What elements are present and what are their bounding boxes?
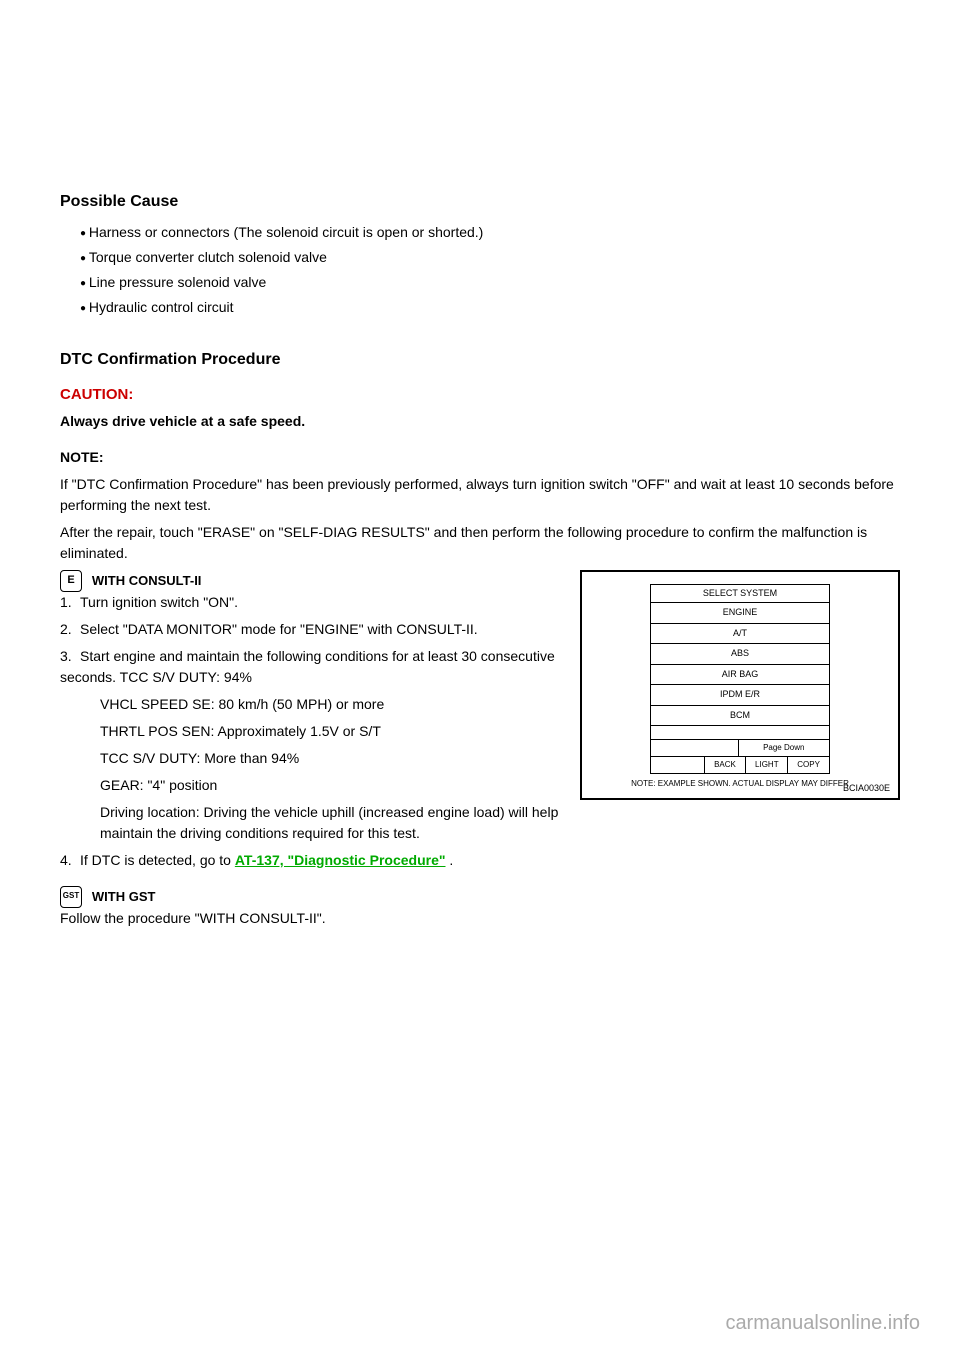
dtc-procedure-section: DTC Confirmation Procedure CAUTION: Alwa… xyxy=(60,348,900,564)
diagram-code: BCIA0030E xyxy=(843,782,890,796)
step-item: 4.If DTC is detected, go to AT-137, "Dia… xyxy=(60,850,560,871)
testing-conditions: After the repair, touch "ERASE" on "SELF… xyxy=(60,522,900,564)
with-consult-section: E WITH CONSULT-II 1.Turn ignition switch… xyxy=(60,570,560,871)
blank-cell xyxy=(651,757,705,773)
diagram-header: SELECT SYSTEM xyxy=(651,585,829,604)
consult-icon: E xyxy=(60,570,82,592)
list-item: Line pressure solenoid valve xyxy=(80,272,900,293)
possible-cause-heading: Possible Cause xyxy=(60,190,900,214)
diagram-row: BCM xyxy=(651,706,829,727)
voltage-line: GEAR: "4" position xyxy=(100,775,560,796)
voltage-line: VHCL SPEED SE: 80 km/h (50 MPH) or more xyxy=(100,694,560,715)
light-btn: LIGHT xyxy=(746,757,788,773)
blank-cell xyxy=(651,740,739,756)
list-item: Hydraulic control circuit xyxy=(80,297,900,318)
copy-btn: COPY xyxy=(788,757,829,773)
diagnostic-link[interactable]: AT-137, "Diagnostic Procedure" xyxy=(235,852,446,868)
list-item: Harness or connectors (The solenoid circ… xyxy=(80,222,900,243)
possible-cause-list: Harness or connectors (The solenoid circ… xyxy=(80,222,900,318)
step-text: Turn ignition switch "ON". xyxy=(80,594,238,610)
voltage-line: TCC S/V DUTY: More than 94% xyxy=(100,748,560,769)
possible-cause-section: Possible Cause Harness or connectors (Th… xyxy=(60,190,900,318)
with-gst-section: GST WITH GST Follow the procedure "WITH … xyxy=(60,886,560,929)
step-item: 1.Turn ignition switch "ON". xyxy=(60,592,560,613)
step-text: If DTC is detected, go to AT-137, "Diagn… xyxy=(80,852,453,868)
diagram-row: IPDM E/R xyxy=(651,685,829,706)
note-text: If "DTC Confirmation Procedure" has been… xyxy=(60,474,900,516)
step-text: Select "DATA MONITOR" mode for "ENGINE" … xyxy=(80,621,478,637)
caution-text: Always drive vehicle at a safe speed. xyxy=(60,411,900,432)
with-gst-label: WITH GST xyxy=(92,889,156,904)
pagedown-cell: Page Down xyxy=(739,740,830,756)
diagram-row: ENGINE xyxy=(651,603,829,624)
step-text: Start engine and maintain the following … xyxy=(60,648,555,685)
select-system-diagram: SELECT SYSTEM ENGINE A/T ABS AIR BAG IPD… xyxy=(580,570,900,800)
gst-text: Follow the procedure "WITH CONSULT-II". xyxy=(60,908,560,929)
diagram-row: AIR BAG xyxy=(651,665,829,686)
back-btn: BACK xyxy=(705,757,747,773)
step-item: 2.Select "DATA MONITOR" mode for "ENGINE… xyxy=(60,619,560,640)
voltage-line: Driving location: Driving the vehicle up… xyxy=(100,802,560,844)
step-item: 3.Start engine and maintain the followin… xyxy=(60,646,560,688)
gst-icon: GST xyxy=(60,886,82,908)
list-item: Torque converter clutch solenoid valve xyxy=(80,247,900,268)
note-label: NOTE: xyxy=(60,447,900,468)
watermark: carmanualsonline.info xyxy=(725,1308,920,1338)
caution-label: CAUTION: xyxy=(60,384,900,407)
diagram-blank-row xyxy=(651,726,829,740)
dtc-procedure-heading: DTC Confirmation Procedure xyxy=(60,348,900,372)
voltage-line: THRTL POS SEN: Approximately 1.5V or S/T xyxy=(100,721,560,742)
diagram-row: A/T xyxy=(651,624,829,645)
with-consult-label: WITH CONSULT-II xyxy=(92,573,202,588)
diagram-row: ABS xyxy=(651,644,829,665)
